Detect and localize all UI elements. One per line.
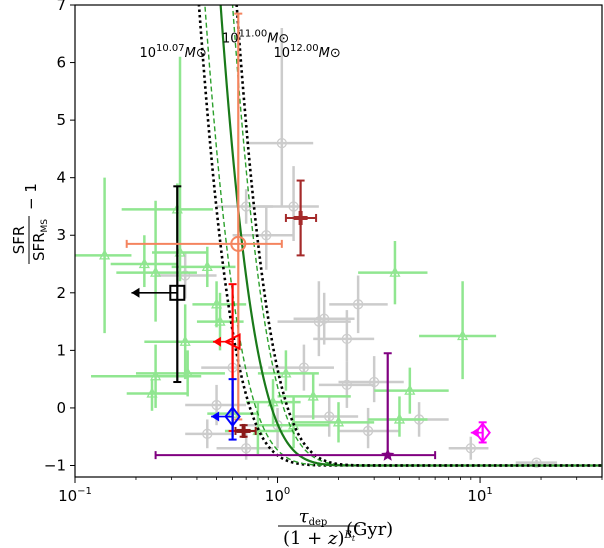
data-point — [457, 329, 469, 341]
data-point — [99, 249, 111, 260]
data-point — [201, 260, 213, 272]
axes-layer: −1 0 1 2 3 4 5 6 7 10−1 100 101 — [44, 0, 603, 505]
data-point — [319, 313, 330, 324]
grey-points-layer — [155, 28, 558, 468]
y-tick-label: 5 — [56, 111, 66, 129]
y-tick-label: 4 — [56, 169, 66, 187]
highlight-point — [169, 284, 186, 301]
svg-text:(Gyr): (Gyr) — [346, 519, 393, 540]
model-curves-layer — [197, 5, 602, 467]
data-point — [531, 457, 542, 468]
x-tick-label: 101 — [467, 486, 492, 505]
data-point — [332, 415, 345, 427]
data-point — [287, 418, 300, 430]
green-points-layer — [75, 56, 497, 454]
y-axis-label: SFR SFRMS − 1 — [10, 183, 50, 264]
highlight-point — [474, 422, 491, 444]
data-point — [404, 384, 416, 395]
data-point — [307, 390, 319, 401]
data-point — [138, 257, 150, 269]
svg-text:SFRMS: SFRMS — [30, 219, 50, 261]
highlight-point — [224, 405, 241, 428]
annotations-layer: 1010.07M⊙ 1011.00M⊙1012.00M⊙ — [139, 28, 340, 60]
x-axis-label: τdep (1 + z)Bt (Gyr) — [278, 506, 393, 548]
data-point — [211, 399, 222, 411]
y-tick-label: 1 — [56, 341, 66, 359]
x-tick-label: 100 — [265, 486, 290, 505]
svg-text:− 1: − 1 — [22, 183, 40, 210]
data-point — [393, 413, 406, 424]
data-point — [341, 379, 353, 391]
data-point — [465, 443, 476, 454]
data-point — [214, 315, 226, 326]
data-point — [362, 425, 374, 437]
svg-text:τdep: τdep — [299, 506, 328, 528]
data-point — [261, 230, 272, 241]
data-point — [298, 362, 310, 373]
data-point — [276, 137, 287, 149]
data-point — [369, 376, 380, 388]
y-tick-label: 3 — [56, 226, 66, 244]
mass-annotation: 1012.00M⊙ — [273, 43, 340, 61]
x-tick-label: 10−1 — [58, 486, 92, 505]
data-point — [150, 369, 162, 381]
model-curve — [204, 5, 602, 467]
highlight-point — [223, 333, 241, 351]
svg-text:(1 + z)Bt: (1 + z)Bt — [283, 528, 356, 548]
upper-limit-arrow — [131, 287, 140, 298]
highlight-point — [381, 448, 395, 461]
highlight-points-layer — [125, 12, 491, 461]
data-point — [288, 201, 299, 212]
model-curve — [231, 5, 602, 467]
data-point — [202, 428, 213, 439]
model-curve — [197, 5, 602, 467]
y-tick-label: 6 — [56, 54, 66, 72]
data-point — [150, 266, 162, 277]
y-tick-label: 2 — [56, 284, 66, 302]
y-tick-label: 7 — [56, 0, 66, 14]
data-point — [389, 266, 401, 277]
upper-limit-arrow — [211, 411, 220, 422]
data-point — [241, 443, 252, 454]
data-point — [241, 201, 252, 212]
data-point — [179, 335, 191, 346]
data-point — [146, 387, 158, 398]
y-tick-label: 0 — [56, 399, 66, 417]
y-tick-label: −1 — [44, 456, 66, 474]
data-point — [352, 299, 364, 310]
mass-annotation: 1010.07M⊙ — [139, 43, 206, 61]
model-curve — [219, 5, 602, 467]
highlight-point — [230, 235, 247, 252]
data-point — [341, 333, 353, 345]
model-curve — [235, 5, 602, 467]
data-point — [324, 411, 335, 422]
data-point — [280, 367, 292, 378]
upper-limit-arrow — [212, 336, 221, 347]
svg-text:SFR: SFR — [10, 226, 28, 255]
mass-annotation: 1011.00M⊙ — [222, 28, 289, 46]
